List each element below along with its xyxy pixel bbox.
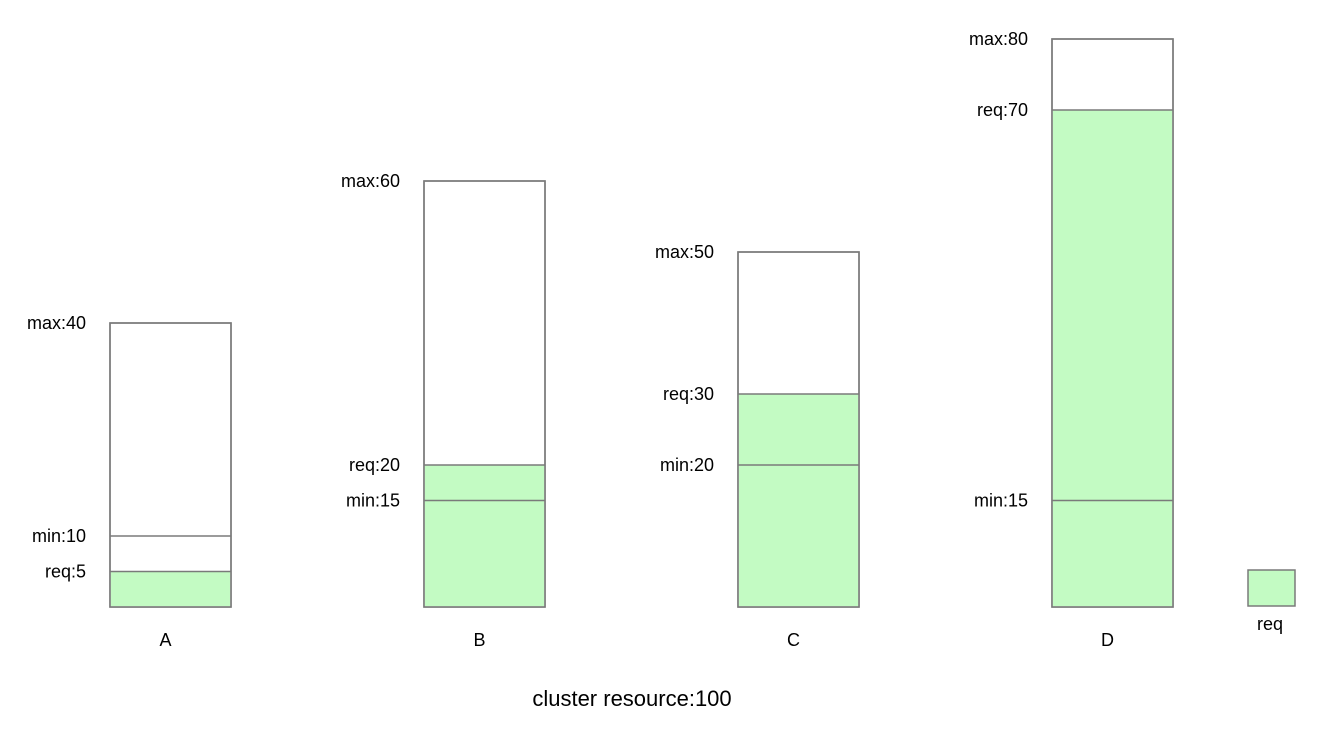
column-c-req-label: req:30 bbox=[663, 384, 714, 404]
column-a-name: A bbox=[159, 630, 171, 650]
column-d-max-label: max:80 bbox=[969, 29, 1028, 49]
column-b-max-label: max:60 bbox=[341, 171, 400, 191]
column-d-req-label: req:70 bbox=[977, 100, 1028, 120]
column-b-border bbox=[423, 180, 546, 608]
column-b-name: B bbox=[473, 630, 485, 650]
column-d: max:80 req:70 min:15 D bbox=[969, 29, 1174, 650]
column-d-req-bar bbox=[1052, 110, 1173, 607]
column-d-min-label: min:15 bbox=[974, 491, 1028, 511]
column-a-border bbox=[109, 322, 232, 608]
column-a: max:40 min:10 req:5 A bbox=[27, 313, 232, 650]
column-b-min-label: min:15 bbox=[346, 491, 400, 511]
legend: req bbox=[1247, 569, 1296, 634]
column-c-max-label: max:50 bbox=[655, 242, 714, 262]
column-b: max:60 req:20 min:15 B bbox=[341, 171, 546, 650]
column-a-max-box bbox=[109, 322, 232, 608]
column-a-req-bar bbox=[110, 571, 231, 607]
column-c-req-bar bbox=[738, 394, 859, 607]
legend-label: req bbox=[1257, 614, 1283, 634]
cluster-resource-caption: cluster resource:100 bbox=[532, 686, 731, 711]
column-c-border bbox=[737, 251, 860, 608]
column-d-border bbox=[1051, 38, 1174, 608]
column-b-req-label: req:20 bbox=[349, 455, 400, 475]
column-a-max-label: max:40 bbox=[27, 313, 86, 333]
legend-swatch bbox=[1247, 569, 1296, 607]
column-a-req-label: req:5 bbox=[45, 562, 86, 582]
column-d-name: D bbox=[1101, 630, 1114, 650]
column-c-min-label: min:20 bbox=[660, 455, 714, 475]
column-c-name: C bbox=[787, 630, 800, 650]
column-b-req-bar bbox=[424, 465, 545, 607]
column-c: max:50 req:30 min:20 C bbox=[655, 242, 860, 650]
column-a-min-label: min:10 bbox=[32, 526, 86, 546]
